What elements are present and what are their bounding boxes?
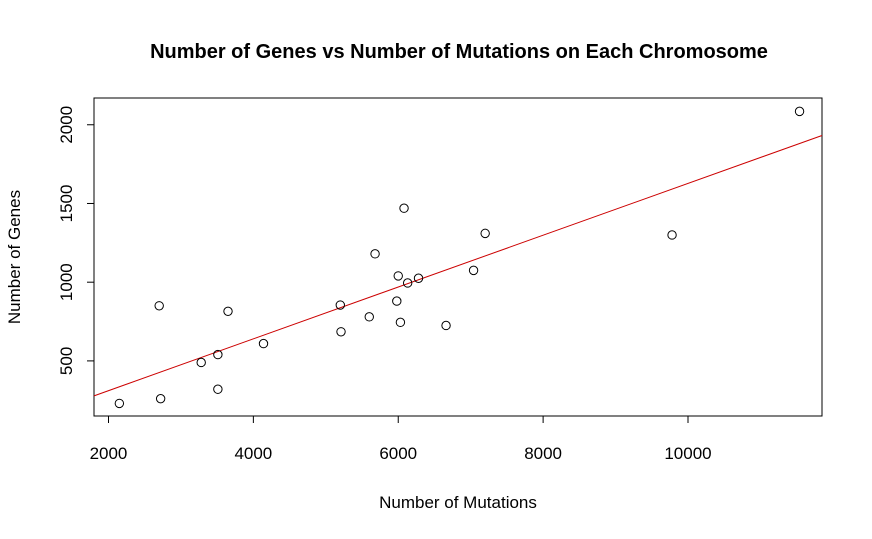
x-axis-label: Number of Mutations [379, 493, 537, 512]
data-point [392, 296, 402, 306]
data-point [114, 398, 125, 409]
data-point [413, 273, 424, 283]
plot-frame [93, 97, 823, 417]
x-tick-label: 4000 [234, 444, 272, 463]
data-point [393, 271, 403, 281]
data-point [402, 278, 413, 288]
data-point [154, 301, 164, 311]
data-point [196, 357, 206, 368]
y-tick-label: 2000 [57, 106, 76, 144]
x-tick-label: 8000 [524, 444, 562, 463]
data-point [468, 265, 479, 276]
data-point [155, 393, 166, 404]
data-point [667, 230, 677, 240]
y-tick-label: 1000 [57, 263, 76, 301]
x-axis: 2000 4000 6000 8000 10000 [90, 415, 712, 463]
data-point [223, 306, 233, 317]
data-point [364, 312, 374, 322]
data-point [441, 320, 451, 331]
data-point [794, 106, 805, 117]
x-tick-label: 10000 [664, 444, 711, 463]
points-layer [114, 106, 805, 409]
data-point [395, 317, 406, 328]
regression-line [93, 134, 823, 397]
data-point [480, 228, 490, 239]
data-point [370, 249, 380, 259]
y-tick-label: 500 [57, 347, 76, 375]
data-point [335, 300, 345, 310]
data-point [213, 349, 223, 360]
y-tick-label: 1500 [57, 185, 76, 223]
chart-title: Number of Genes vs Number of Mutations o… [150, 41, 768, 63]
data-point [258, 338, 269, 349]
y-axis: 500 1000 1500 2000 [57, 106, 95, 375]
data-point [399, 203, 409, 213]
data-point [213, 384, 223, 394]
data-point [336, 327, 346, 337]
x-tick-label: 2000 [90, 444, 128, 463]
y-axis-label: Number of Genes [5, 190, 24, 324]
x-tick-label: 6000 [379, 444, 417, 463]
fit-line-layer [93, 134, 823, 397]
